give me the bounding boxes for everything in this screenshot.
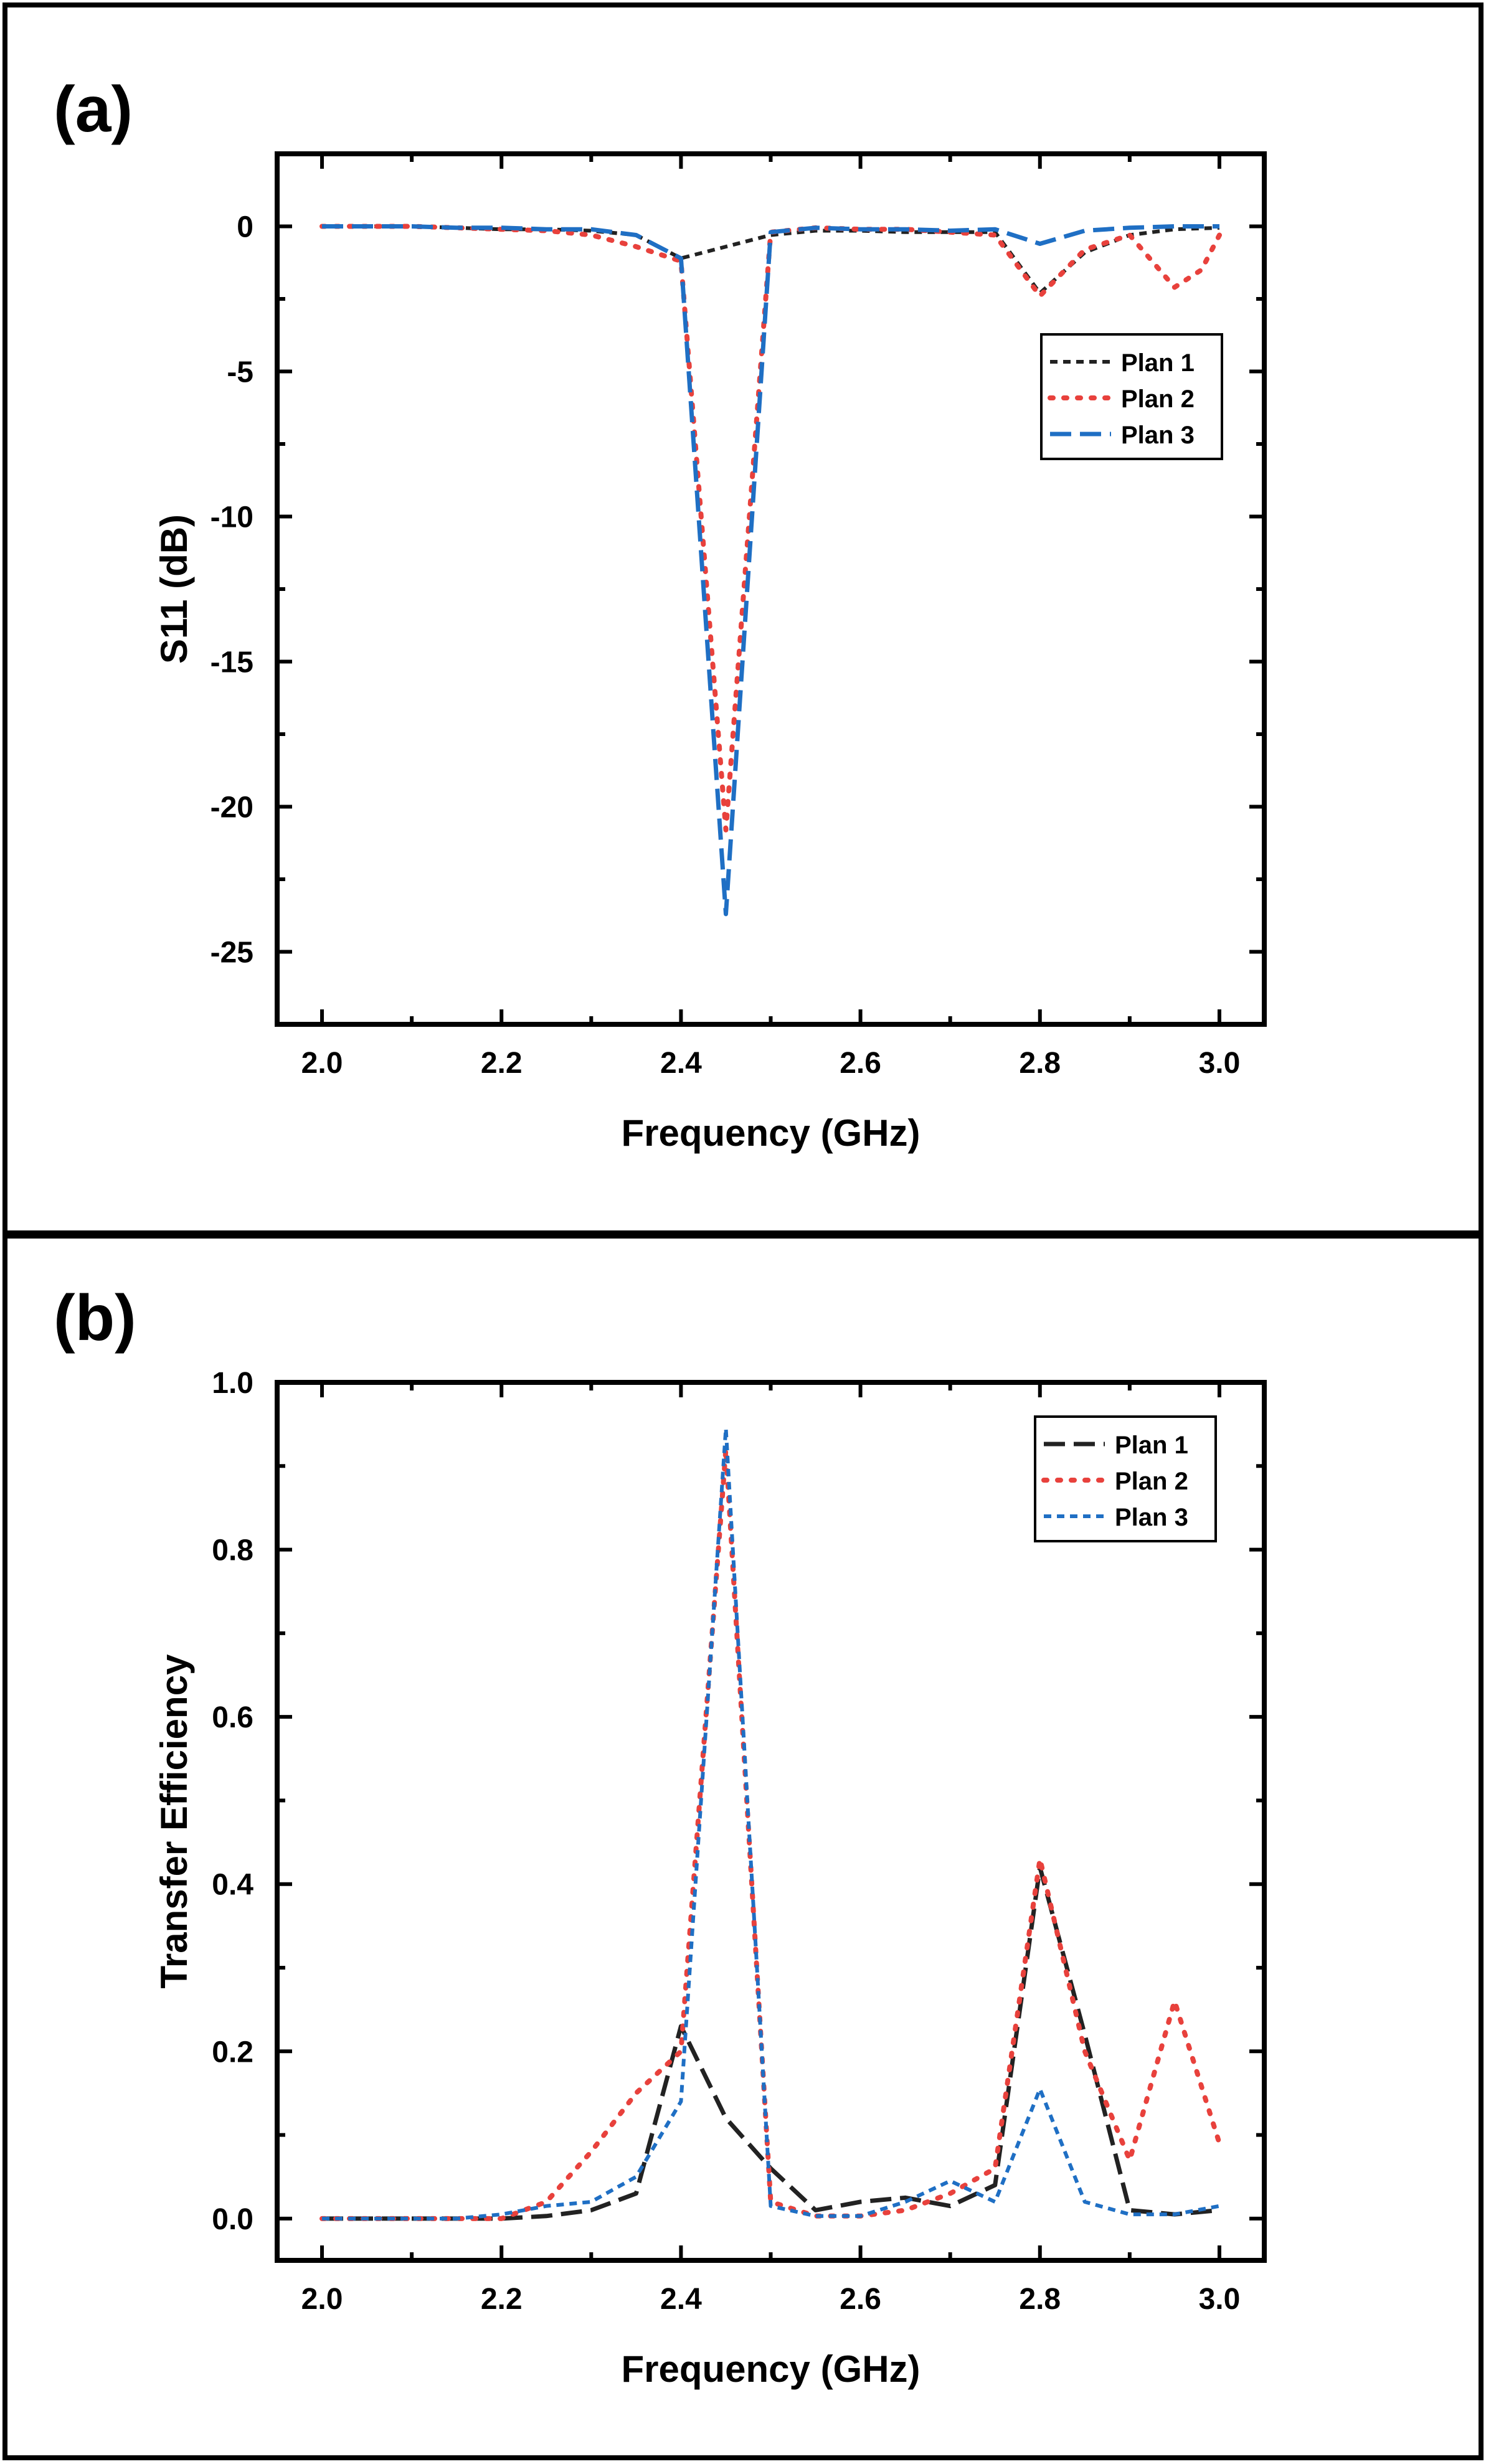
panel-a-ytick-label: -20 <box>211 791 253 824</box>
panel-b-ytick-label: 0.8 <box>212 1534 253 1567</box>
panel-a-series-plan-3-line <box>322 224 1219 917</box>
panel-b-ytick-label: 0.4 <box>212 1869 253 1902</box>
panel-b-legend-label: Plan 3 <box>1115 1504 1188 1531</box>
panel-b-xlabel: Frequency (GHz) <box>621 2348 920 2390</box>
panel-b-ylabel: Transfer Efficiency <box>153 1654 195 1989</box>
panel-a-xlabel: Frequency (GHz) <box>621 1112 920 1154</box>
panel-b-ytick-label: 0.2 <box>212 2036 253 2069</box>
panel-b-xtick-label: 3.0 <box>1199 2283 1241 2316</box>
panel-b-series-plan-1-line <box>322 1865 1220 2221</box>
panel-b-xtick-label: 2.0 <box>301 2283 343 2316</box>
panel-b-xtick-label: 2.8 <box>1019 2283 1061 2316</box>
panel-b-xtick-label: 2.4 <box>660 2283 702 2316</box>
panel-a-xtick-label: 2.6 <box>840 1047 881 1080</box>
panel-a-legend-label: Plan 1 <box>1121 349 1195 377</box>
panel-b-ytick-label: 0.0 <box>212 2203 253 2236</box>
panel-a-legend-label: Plan 2 <box>1121 385 1195 413</box>
panel-b-legend: Plan 1 Plan 2 Plan 3 <box>1034 1415 1217 1542</box>
panel-b-series-plan-2-line <box>319 1447 1222 2221</box>
panel-a-frame <box>2 2 1484 1235</box>
panel-b-legend-label: Plan 2 <box>1115 1468 1188 1495</box>
panel-b-legend-label: Plan 1 <box>1115 1432 1188 1459</box>
panel-a-label: (a) <box>54 73 133 146</box>
panel-a-legend-box <box>1040 333 1223 460</box>
panel-b-chart: (b) 2.0 2.2 2.4 2.6 2.8 3.0 0.0 0.2 0.4 0.6 0.8 1.0 F… <box>2 1234 1484 2460</box>
panel-b-legend-box <box>1034 1415 1217 1542</box>
panel-a-legend: Plan 1 Plan 2 Plan 3 <box>1040 333 1223 460</box>
panel-b-frame <box>2 1234 1484 2460</box>
panel-a-ytick-label: -10 <box>211 501 253 534</box>
panel-a-xtick-label: 3.0 <box>1199 1047 1241 1080</box>
panel-b-series-plan-3-line <box>322 1426 1220 2221</box>
panel-a-axes-box <box>275 151 1267 1027</box>
panel-a-ylabel: S11 (dB) <box>153 514 195 664</box>
panel-a-chart: (a) 2.0 2.2 2.4 2.6 2.8 3.0 0 -5 -10 -15 -20 -25 Freq… <box>2 2 1484 1235</box>
panel-b-xtick-label: 2.2 <box>481 2283 523 2316</box>
panel-b-label: (b) <box>54 1282 136 1354</box>
panel-a-legend-label: Plan 3 <box>1121 422 1195 449</box>
panel-a-ytick-label: 0 <box>237 211 253 244</box>
panel-a-xtick-label: 2.0 <box>301 1047 343 1080</box>
panel-a-ytick-label: -25 <box>211 937 253 970</box>
panel-b-xtick-label: 2.6 <box>840 2283 881 2316</box>
panel-a-ytick-label: -15 <box>211 646 253 679</box>
panel-b-ytick-label: 0.6 <box>212 1701 253 1734</box>
panel-a-ytick-label: -5 <box>227 356 253 389</box>
panel-a-series-plan-2-line <box>319 224 1222 833</box>
panel-a-xtick-label: 2.4 <box>660 1047 702 1080</box>
panel-b-ytick-label: 1.0 <box>212 1367 253 1400</box>
panel-a-xtick-label: 2.8 <box>1019 1047 1061 1080</box>
panel-a-xtick-label: 2.2 <box>481 1047 523 1080</box>
